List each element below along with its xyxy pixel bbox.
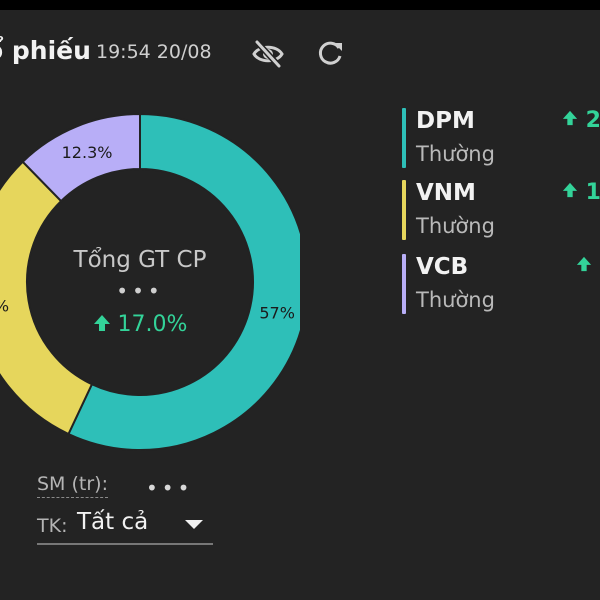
status-bar <box>0 0 600 10</box>
legend-type: Thường <box>416 214 495 238</box>
legend-color-bar <box>402 108 406 168</box>
legend-symbol: VCB <box>416 254 469 280</box>
legend-change-value: 1 <box>585 180 600 205</box>
account-select-value: Tất cả <box>77 509 149 535</box>
arrow-up-icon <box>562 182 578 198</box>
arrow-up-icon <box>576 256 592 272</box>
legend-change: 0 <box>576 254 600 279</box>
legend-color-bar <box>402 254 406 314</box>
sm-label: SM (tr): <box>37 473 108 498</box>
legend-type: Thường <box>416 288 495 312</box>
legend-type: Thường <box>416 142 495 166</box>
donut-slice-label-1: % <box>0 296 9 315</box>
allocation-donut-chart: 57%% 12.3% <box>0 112 300 451</box>
legend-symbol: DPM <box>416 108 475 134</box>
legend-change-value: 20 <box>585 108 600 133</box>
donut-slice-label-0: 57% <box>259 304 295 323</box>
update-time: 19:54 20/08 <box>96 41 212 63</box>
donut-slice-1[interactable] <box>0 160 94 436</box>
account-select[interactable]: TK: Tất cả <box>37 505 213 545</box>
donut-slice-0[interactable] <box>67 112 300 451</box>
legend-change: 1 <box>562 180 600 205</box>
legend-symbol: VNM <box>416 180 476 206</box>
arrow-up-icon <box>562 110 578 126</box>
account-select-label: TK: <box>37 515 68 537</box>
hidden-value-dots: ••• <box>116 279 164 303</box>
arrow-up-icon <box>93 315 110 331</box>
total-change-value: 17.0% <box>117 312 188 337</box>
refresh-icon[interactable] <box>312 36 348 72</box>
total-change: 17.0% <box>40 312 240 337</box>
chevron-down-icon[interactable] <box>185 520 203 529</box>
page-title: ổ phiếu <box>0 36 91 65</box>
legend-color-bar <box>402 180 406 240</box>
legend-change: 20 <box>562 108 600 133</box>
donut-slice-label-2: 12.3% <box>62 143 113 162</box>
donut-slice-2[interactable] <box>21 112 141 203</box>
chart-center-title: Tổng GT CP <box>73 247 207 273</box>
eye-off-icon[interactable] <box>250 36 286 72</box>
sm-value: ••• <box>146 476 194 500</box>
